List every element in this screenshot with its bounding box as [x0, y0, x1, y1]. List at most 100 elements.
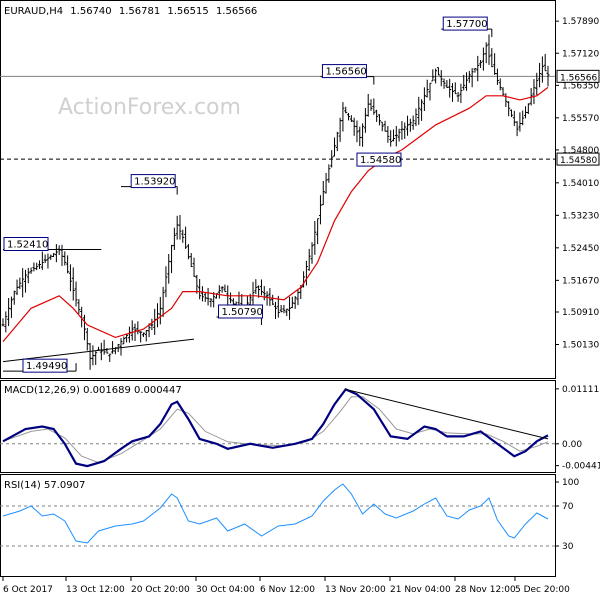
ohlc-bar — [212, 292, 216, 308]
ohlc-bar — [375, 109, 379, 122]
ohlc-bar — [436, 67, 440, 76]
ohlc-bar — [467, 70, 471, 83]
ohlc-bar — [38, 260, 42, 269]
ohlc-bar — [262, 286, 266, 301]
ohlc-bar — [332, 137, 336, 157]
x-axis-tick-label: 5 Dec 20:00 — [515, 585, 570, 595]
x-axis-tick-label: 28 Nov 12:00 — [455, 585, 516, 595]
ohlc-bar — [23, 269, 27, 293]
ohlc-bar — [161, 286, 165, 317]
ohlc-bar — [498, 78, 502, 91]
ohlc-bar — [32, 262, 36, 272]
ohlc-bar — [448, 78, 452, 98]
ohlc-bar — [127, 326, 131, 343]
price-axis-tick-label: 1.50910 — [562, 308, 599, 318]
ohlc-bar — [465, 72, 469, 91]
ohlc-bar — [192, 257, 196, 277]
rsi-label: RSI(14) 57.0907 — [4, 480, 85, 491]
moving-average-line — [2, 86, 549, 342]
ohlc-bar — [279, 304, 283, 313]
header-symbol: EURAUD,H4 — [4, 6, 63, 17]
level-annotation-1-50790: 1.50790 — [216, 304, 264, 325]
rsi-panel-frame — [0, 474, 556, 577]
ohlc-bar — [66, 255, 70, 274]
ohlc-bar — [453, 82, 457, 95]
ohlc-bar — [546, 65, 550, 87]
ohlc-bar — [178, 214, 182, 240]
ohlc-bar — [377, 114, 381, 126]
ohlc-bar — [282, 304, 286, 314]
ohlc-bar — [380, 121, 384, 132]
ohlc-bar — [386, 126, 390, 143]
ohlc-bar — [341, 102, 345, 132]
ohlc-bar — [400, 121, 404, 140]
ohlc-bar — [307, 248, 311, 271]
ohlc-bar — [170, 244, 174, 274]
ohlc-bar — [459, 83, 463, 104]
rsi-axis-tick-label: 30 — [562, 542, 574, 552]
level-annotation-1-49490: 1.49490 — [3, 358, 77, 373]
header-low: 1.56515 — [167, 6, 208, 17]
ohlc-bar — [254, 279, 258, 295]
ohlc-bar — [366, 93, 370, 117]
price-axis-tick-label: 1.54010 — [562, 179, 599, 189]
ohlc-bar — [358, 126, 362, 147]
ohlc-bar — [274, 301, 277, 320]
price-panel-frame — [0, 0, 556, 379]
ohlc-bar — [229, 292, 233, 304]
x-axis-tick-label: 6 Oct 2017 — [3, 585, 53, 595]
ohlc-bar — [543, 53, 547, 72]
ohlc-bar — [470, 68, 474, 88]
ohlc-bar — [293, 296, 297, 309]
ohlc-bar — [195, 274, 199, 294]
price-axis-tick-label: 1.50130 — [562, 341, 599, 351]
rsi-axis-tick-label: 70 — [562, 502, 574, 512]
price-axis-tick-label: 1.56350 — [562, 81, 599, 91]
macd-axis-tick-label: 0.011111 — [562, 385, 600, 395]
ohlc-bar — [524, 106, 528, 119]
level-annotation-text: 1.56560 — [325, 67, 366, 78]
level-annotation-1-56560: 1.56560 — [320, 64, 375, 85]
ohlc-bar — [175, 215, 179, 240]
macd-layer — [0, 388, 555, 468]
price-axis-badge-text: 1.54580 — [560, 156, 597, 166]
current-price-badge: 1.56566 — [556, 69, 600, 83]
macd-label: MACD(12,26,9) 0.001689 0.000447 — [4, 385, 182, 396]
ohlc-bar — [417, 96, 421, 125]
price-axis-tick-label: 1.52450 — [562, 244, 599, 254]
ohlc-bar — [313, 220, 317, 255]
ohlc-bar — [422, 87, 426, 112]
ohlc-bar — [29, 267, 33, 274]
x-axis-tick-label: 30 Oct 04:00 — [196, 585, 255, 595]
ohlc-bar — [52, 253, 56, 258]
ohlc-bar — [21, 268, 25, 298]
ohlc-bar — [462, 74, 466, 91]
ohlc-bar — [456, 91, 460, 102]
ohlc-bar — [397, 128, 401, 142]
header-close: 1.56566 — [216, 6, 257, 17]
ohlc-bar — [35, 262, 39, 271]
ohlc-bar — [408, 118, 412, 132]
ohlc-bar — [111, 341, 115, 354]
ohlc-bar — [43, 254, 47, 264]
ohlc-bar — [167, 253, 171, 284]
ohlc-bar — [493, 53, 497, 75]
ohlc-bar — [125, 334, 129, 343]
ohlc-bar — [18, 277, 22, 290]
support-level-badge: 1.54580 — [556, 152, 600, 166]
price-axis-tick-label: 1.53230 — [562, 211, 599, 221]
ohlc-bar — [133, 323, 137, 341]
ohlc-bar — [63, 251, 67, 266]
ohlc-bar — [420, 99, 424, 121]
price-axis-tick-label: 1.57120 — [562, 49, 599, 59]
ohlc-bar — [119, 338, 123, 356]
watermark: ActionForex.com — [58, 95, 241, 120]
ohlc-bar — [68, 264, 72, 292]
ohlc-bar — [540, 56, 544, 83]
level-annotation-box — [3, 237, 49, 251]
ohlc-bar — [122, 336, 126, 345]
ohlc-bar — [271, 294, 275, 306]
ohlc-bar — [40, 251, 44, 270]
